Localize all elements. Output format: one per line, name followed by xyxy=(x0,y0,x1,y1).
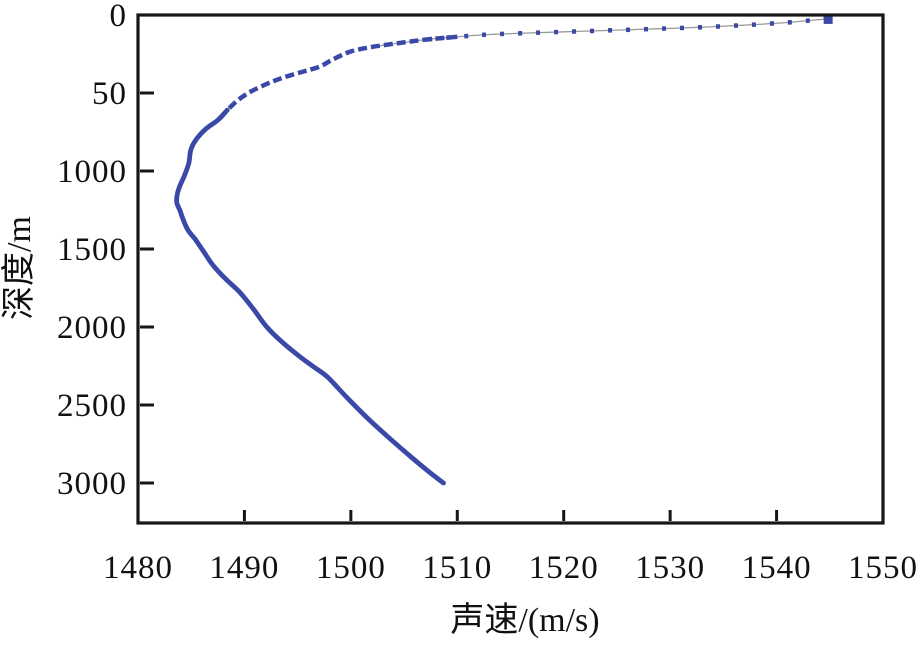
x-tick-label: 1550 xyxy=(848,550,918,586)
curve-solid xyxy=(174,107,446,486)
plot-frame xyxy=(136,13,885,525)
curve-layer xyxy=(174,13,833,486)
axes-layer xyxy=(136,13,885,525)
curve-dash-sparse xyxy=(425,16,828,42)
x-tick-label: 1490 xyxy=(209,550,279,586)
x-tick-label: 1530 xyxy=(635,550,705,586)
x-axis-title: 声速/(m/s) xyxy=(450,601,599,639)
x-tick-label: 1510 xyxy=(422,550,492,586)
curve-start-marker xyxy=(823,13,833,24)
y-tick-label: 1000 xyxy=(57,154,127,190)
y-tick-label: 2500 xyxy=(57,388,127,424)
x-tick-label: 1500 xyxy=(316,550,386,586)
x-tick-label: 1540 xyxy=(742,550,812,586)
y-tick-label: 2000 xyxy=(57,310,127,346)
y-tick-label: 1500 xyxy=(57,232,127,268)
labels-layer: 1480 1490 1500 1510 1520 1530 1540 1550 0 50 1000 1… xyxy=(57,0,918,586)
y-tick-label: 0 xyxy=(110,0,128,34)
x-tick-label: 1480 xyxy=(103,550,173,586)
y-tick-label: 50 xyxy=(92,76,127,112)
curve-thin-line xyxy=(371,18,828,48)
y-axis-title: 深度/m xyxy=(0,216,38,320)
y-tick-label: 3000 xyxy=(57,466,127,502)
x-tick-label: 1520 xyxy=(529,550,599,586)
curve-dash-dense xyxy=(225,34,458,112)
